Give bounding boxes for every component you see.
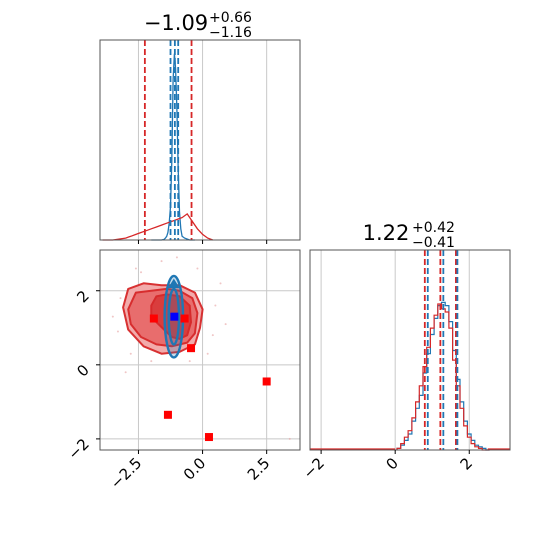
scatter-panel-2d: −2.5 0.0 2.5 −2 0 2	[64, 249, 301, 493]
scatter-dot-10	[111, 315, 114, 318]
scatter-dot-14	[206, 352, 209, 355]
scatter-dot-11	[175, 256, 178, 259]
scatter-dot-8	[150, 360, 153, 363]
histogram-panel-y: −2 0 2	[300, 249, 511, 482]
panel1-title-value: −1.09	[144, 11, 208, 35]
x-tick-label-0: −2.5	[107, 454, 145, 492]
panel1-title: −1.09	[144, 11, 208, 35]
red-square-marker-5	[262, 377, 271, 386]
x-tick-label-2: 2	[457, 454, 476, 473]
scatter-dot-7	[129, 352, 132, 355]
histogram-red	[396, 303, 490, 451]
scatter-dot-0	[119, 297, 122, 300]
y-tick-label-2: 2	[73, 287, 92, 306]
scatter-dot-17	[224, 323, 227, 326]
scatter-dot-15	[288, 437, 291, 440]
x-tick-label-0: −2	[300, 454, 328, 482]
scatter-dot-9	[188, 360, 191, 363]
panel3-title-sub: −0.41	[412, 235, 455, 251]
blue-square-marker-0	[170, 312, 179, 321]
panel-frame	[99, 39, 301, 241]
red-square-marker-3	[163, 410, 172, 419]
scatter-dot-12	[219, 282, 222, 285]
panel-frame	[99, 249, 301, 451]
blue-peak-marker	[167, 278, 180, 289]
panel3-title-value: 1.22	[363, 221, 410, 245]
histogram-red	[102, 212, 214, 241]
red-square-marker-1	[180, 314, 189, 323]
scatter-dot-3	[160, 260, 163, 263]
scatter-dot-2	[134, 267, 137, 270]
red-square-marker-0	[149, 314, 158, 323]
x-tick-label-1: 0	[383, 454, 402, 473]
panel1-title-sub: −1.16	[209, 25, 252, 41]
red-square-marker-4	[204, 433, 213, 442]
x-tick-label-1: 0.0	[180, 454, 210, 484]
scatter-dot-16	[124, 371, 127, 374]
y-tick-label-0: −2	[64, 435, 92, 463]
scatter-dot-6	[211, 334, 214, 337]
panel3-title-sup: +0.42	[412, 220, 455, 236]
scatter-plot-area	[100, 250, 300, 450]
scatter-dot-1	[116, 330, 119, 333]
scatter-dot-5	[214, 304, 217, 307]
red-square-marker-2	[187, 344, 196, 353]
histogram-panel-x	[99, 39, 301, 244]
panel-frame	[309, 249, 511, 451]
y-tick-label-1: 0	[73, 361, 92, 380]
x-tick-label-2: 2.5	[244, 454, 274, 484]
blue-contour-inner	[167, 287, 181, 346]
scatter-dot-4	[196, 267, 199, 270]
histogram-blue	[151, 53, 195, 241]
panel1-title-sup: +0.66	[209, 10, 252, 26]
scatter-dot-13	[140, 271, 143, 274]
